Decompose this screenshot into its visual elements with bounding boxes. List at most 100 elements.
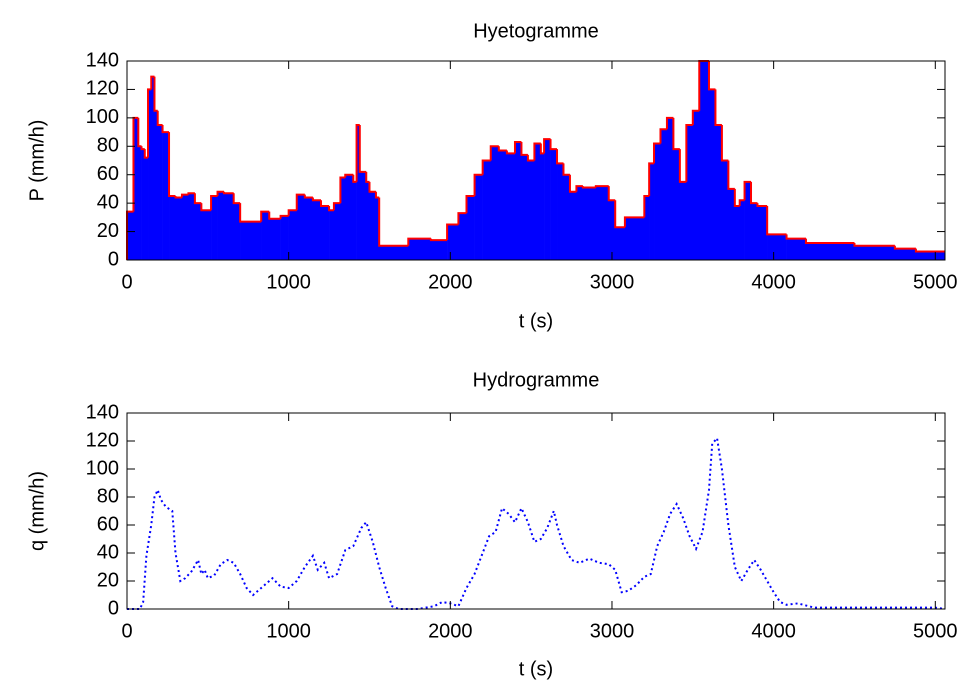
bar (154, 110, 159, 260)
bar (540, 153, 545, 260)
x-tick-label: 5000 (913, 620, 958, 642)
bar-edge (581, 186, 596, 189)
bar (269, 218, 281, 260)
x-tick-label: 3000 (590, 271, 635, 293)
bar (514, 142, 522, 260)
bar (194, 203, 202, 260)
bar-edge (222, 191, 234, 195)
y-tick-label: 60 (97, 513, 119, 535)
bar-edge (407, 237, 431, 246)
bar-edge (914, 248, 945, 253)
x-tick-label: 1000 (266, 620, 311, 642)
bar-edge (339, 176, 346, 204)
bar (175, 197, 183, 260)
bar (649, 163, 655, 260)
bar (660, 129, 668, 260)
bar (127, 211, 134, 260)
bar-edge (568, 174, 577, 193)
bar (141, 149, 146, 260)
chart-title: Hydrogramme (473, 369, 600, 391)
y-tick-label: 20 (97, 220, 119, 242)
bar (692, 110, 700, 260)
bar-edge (513, 141, 522, 154)
bar-edge (239, 203, 262, 223)
bar (624, 217, 645, 260)
bar (329, 210, 335, 260)
bar (304, 197, 314, 260)
bar (576, 186, 584, 260)
bar (550, 149, 558, 260)
bar (369, 191, 377, 260)
bar (223, 193, 234, 260)
bar-edge (332, 202, 341, 211)
bar (739, 200, 745, 260)
bar (133, 117, 139, 260)
bar (527, 160, 535, 260)
bar (679, 181, 687, 260)
bar-edge (260, 210, 270, 222)
bar (144, 157, 149, 260)
bar-edge (174, 196, 182, 199)
bar (430, 240, 448, 260)
bar-edge (685, 123, 693, 182)
bar (728, 188, 736, 260)
bar-edge (311, 197, 321, 202)
bar (721, 160, 729, 260)
bar (569, 191, 577, 260)
bar-edge (180, 193, 189, 198)
bar (715, 124, 723, 260)
bar-edge (328, 205, 334, 212)
x-tick-label: 2000 (428, 271, 473, 293)
bar-edge (161, 124, 170, 134)
x-tick-label: 4000 (751, 271, 796, 293)
bar (188, 193, 196, 260)
x-tick-label: 4000 (751, 620, 796, 642)
bar (201, 210, 212, 260)
bar (148, 89, 152, 260)
bar-edge (727, 160, 735, 190)
bar-edge (232, 193, 241, 205)
x-tick-label: 0 (121, 620, 132, 642)
x-axis-label: t (s) (519, 310, 553, 332)
bar-edge (344, 173, 354, 178)
bar-edge (614, 200, 625, 229)
plot-frame (126, 412, 946, 610)
bar-edge (168, 132, 176, 198)
bar-edge (691, 109, 700, 125)
bar (498, 150, 508, 260)
bar (181, 194, 189, 260)
bar-edge (489, 145, 499, 161)
x-tick-label: 2000 (428, 620, 473, 642)
bar-edge (153, 76, 158, 112)
bar (786, 238, 807, 260)
bar (340, 177, 346, 260)
bar (353, 181, 357, 260)
bar-edge (520, 142, 528, 156)
y-tick-label: 100 (86, 457, 119, 479)
bar (447, 224, 459, 260)
bar (767, 234, 787, 260)
bar (915, 251, 946, 260)
bar-edge (643, 195, 650, 218)
bar (686, 124, 694, 260)
bar (608, 200, 616, 260)
bar (708, 89, 716, 260)
bar-edge (457, 212, 467, 225)
bar (375, 197, 380, 260)
bar-edge (756, 203, 768, 207)
bar-edge (648, 162, 655, 197)
bar-edge (539, 143, 545, 155)
bar (490, 146, 500, 260)
bar (151, 76, 155, 260)
bar (356, 124, 361, 260)
bar-edge (303, 194, 313, 199)
bar (379, 245, 409, 260)
bar-edge (352, 174, 357, 183)
bar (595, 186, 610, 260)
y-tick-label: 0 (108, 597, 119, 619)
bar-edge (575, 185, 583, 192)
bar-edge (481, 159, 491, 175)
bar (280, 215, 289, 260)
bar-edge (374, 191, 380, 199)
